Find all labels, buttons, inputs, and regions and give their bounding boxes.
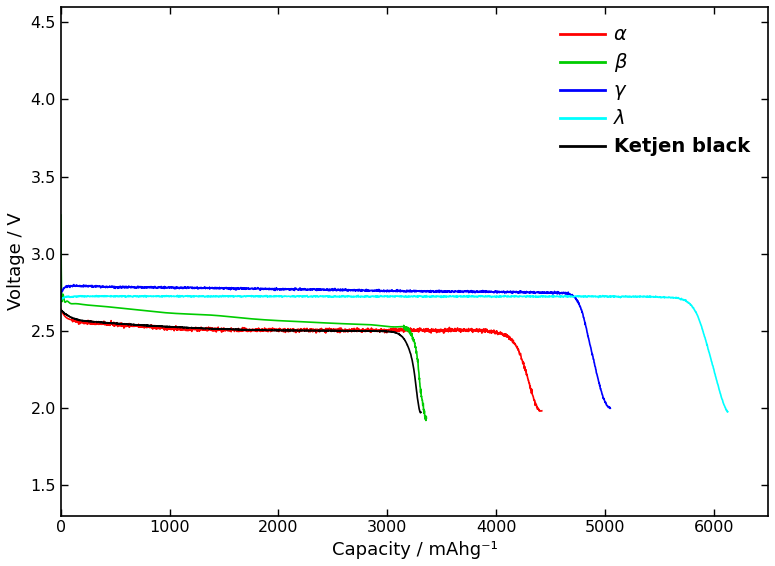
Legend: α, β, γ, λ, Ketjen black: α, β, γ, λ, Ketjen black [551,16,759,165]
Y-axis label: Voltage / V: Voltage / V [7,212,25,310]
X-axis label: Capacity / mAhg⁻¹: Capacity / mAhg⁻¹ [332,541,498,559]
